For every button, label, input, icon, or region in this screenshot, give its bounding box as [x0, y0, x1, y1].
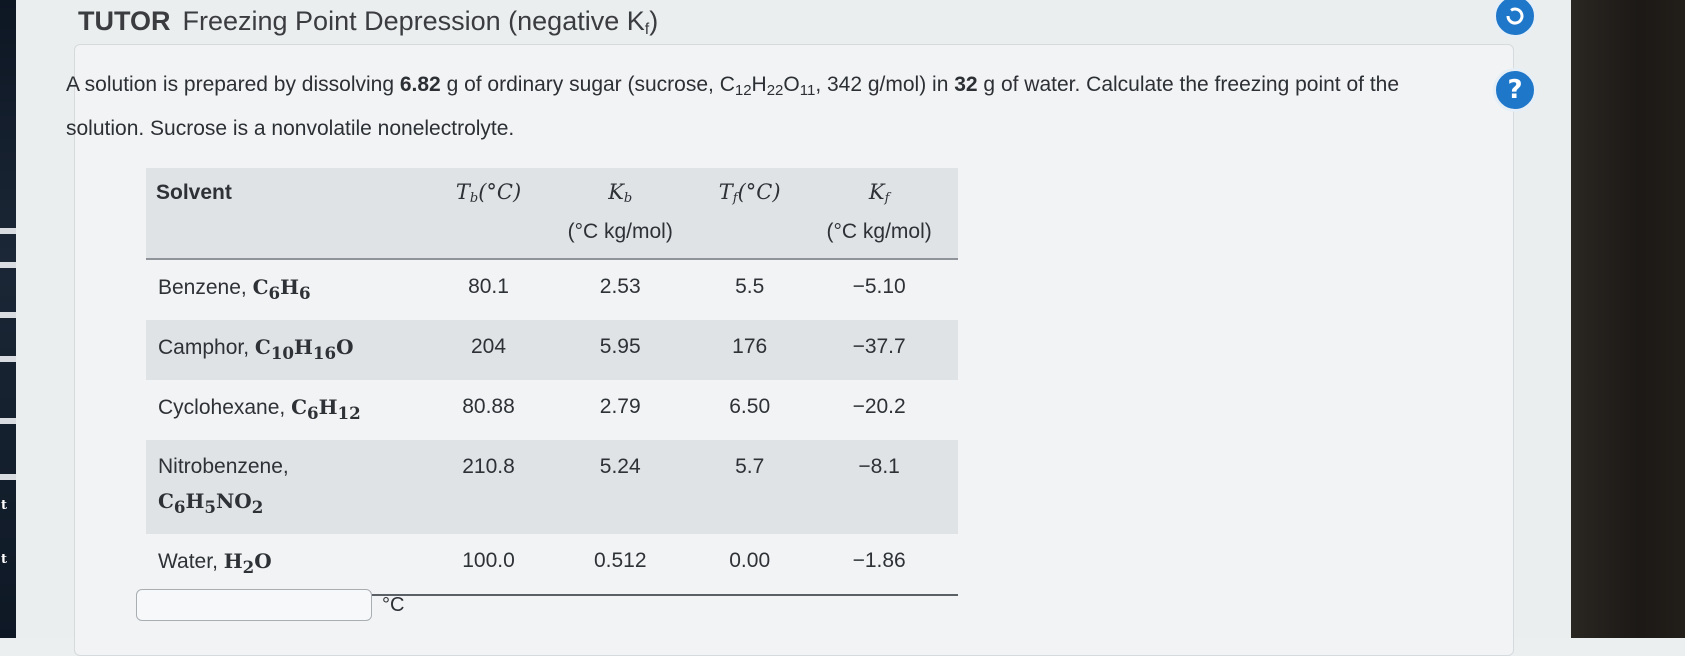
cell-kb: 0.512: [541, 534, 700, 596]
refresh-glyph: [1506, 7, 1524, 25]
edge-tick: [0, 474, 16, 480]
solvent-name: Nitrobenzene,: [158, 455, 289, 478]
table-row: Camphor, C10H16O 204 5.95 176 −37.7: [146, 320, 958, 380]
cell-solvent: Nitrobenzene, C6H5NO2: [146, 440, 436, 534]
solvent-formula: C6H5NO2: [158, 489, 264, 517]
cell-kf: −8.1: [858, 455, 900, 478]
subscript: 22: [766, 82, 784, 99]
cell-kb: 2.53: [599, 275, 641, 298]
tutor-page: TUTOR Freezing Point Depression (negative…: [16, 0, 1571, 656]
solvent-name: Water,: [158, 550, 224, 573]
sugar-mass-value: 6.82: [399, 73, 441, 96]
edge-tick: [0, 356, 16, 362]
cell-tf: 0.00: [699, 534, 801, 596]
cell-solvent: Camphor, C10H16O: [146, 320, 436, 380]
header-kb: Kb (°C kg/mol): [541, 168, 700, 260]
cell-tb: 80.1: [468, 275, 509, 298]
problem-statement: A solution is prepared by dissolving 6.8…: [66, 66, 1426, 148]
left-edge-bezel: t t: [0, 0, 16, 638]
help-icon: ?: [1507, 75, 1523, 105]
solvent-name: Benzene,: [158, 276, 253, 299]
edge-tick: [0, 418, 16, 424]
problem-text: O: [783, 73, 800, 96]
solvent-formula: C10H16O: [254, 335, 354, 363]
right-edge-bezel: [1571, 0, 1685, 638]
table-row: Cyclohexane, C6H12 80.88 2.79 6.50 −20.2: [146, 380, 958, 440]
help-button[interactable]: ?: [1493, 68, 1537, 112]
cell-kb: 5.95: [599, 335, 641, 358]
edge-glyph: t: [1, 552, 8, 567]
solvent-table-container: Solvent Tb(°C) Kb (°C kg/mol) Tf(°C) Kf (°…: [146, 168, 958, 596]
cell-kf: −20.2: [852, 395, 906, 418]
table-row: Nitrobenzene, C6H5NO2 210.8 5.24 5.7 −8.1: [146, 440, 958, 534]
title-subscript: f: [644, 21, 650, 38]
cell-solvent: Water, H2O: [146, 534, 436, 596]
header-tb: Tb(°C): [435, 168, 542, 260]
cell-tb: 80.88: [462, 395, 515, 418]
cell-kf: −1.86: [800, 534, 958, 596]
cell-kb: 2.79: [599, 395, 641, 418]
problem-text: H: [751, 73, 767, 96]
title-close-paren: ): [649, 6, 659, 36]
table-row: Water, H2O 100.0 0.512 0.00 −1.86: [146, 534, 958, 596]
page-title: TUTOR Freezing Point Depression (negative…: [78, 6, 658, 39]
header-solvent: Solvent: [146, 168, 436, 260]
problem-text: g of water. Calculate the freezing point…: [66, 73, 1400, 140]
edge-tick: [0, 262, 16, 268]
refresh-icon[interactable]: [1493, 0, 1537, 38]
cell-solvent: Benzene, C6H6: [146, 259, 436, 320]
answer-unit: °C: [382, 593, 405, 616]
solvent-formula: C6H6: [252, 275, 311, 303]
edge-glyph: t: [1, 498, 8, 513]
cell-kf: −5.10: [852, 275, 906, 298]
answer-input[interactable]: [136, 589, 372, 621]
cell-tf: 5.7: [735, 455, 765, 478]
cell-tf: 5.5: [735, 275, 765, 298]
problem-text: g of ordinary sugar (sucrose, C: [440, 73, 735, 96]
cell-tf: 6.50: [729, 395, 771, 418]
water-mass-value: 32: [954, 73, 978, 96]
subscript: 11: [799, 82, 816, 99]
table-header-row: Solvent Tb(°C) Kb (°C kg/mol) Tf(°C) Kf (°…: [146, 168, 958, 260]
cell-kb: 5.24: [599, 455, 641, 478]
solvent-formula: C6H12: [291, 395, 361, 423]
cell-tb: 100.0: [435, 534, 542, 596]
solvent-name: Camphor,: [158, 336, 255, 359]
edge-tick: [0, 312, 16, 318]
subscript: 12: [734, 82, 752, 99]
problem-text: , 342 g/mol) in: [815, 73, 955, 96]
cell-tb: 210.8: [462, 455, 515, 478]
table-row: Benzene, C6H6 80.1 2.53 5.5 −5.10: [146, 259, 958, 320]
header-kf: Kf (°C kg/mol): [800, 168, 958, 260]
title-tutor-label: TUTOR: [78, 6, 171, 36]
solvent-constants-table: Solvent Tb(°C) Kb (°C kg/mol) Tf(°C) Kf (°…: [146, 168, 958, 596]
problem-text: A solution is prepared by dissolving: [66, 73, 400, 96]
answer-row: °C: [136, 589, 404, 621]
solvent-formula: H2O: [223, 549, 272, 577]
cell-solvent: Cyclohexane, C6H12: [146, 380, 436, 440]
cell-kf: −37.7: [852, 335, 906, 358]
solvent-name: Cyclohexane,: [158, 396, 292, 419]
cell-tf: 176: [732, 335, 768, 358]
title-text: Freezing Point Depression (negative K: [182, 6, 645, 36]
header-tf: Tf(°C): [699, 168, 801, 260]
edge-tick: [0, 228, 16, 234]
cell-tb: 204: [470, 335, 507, 358]
